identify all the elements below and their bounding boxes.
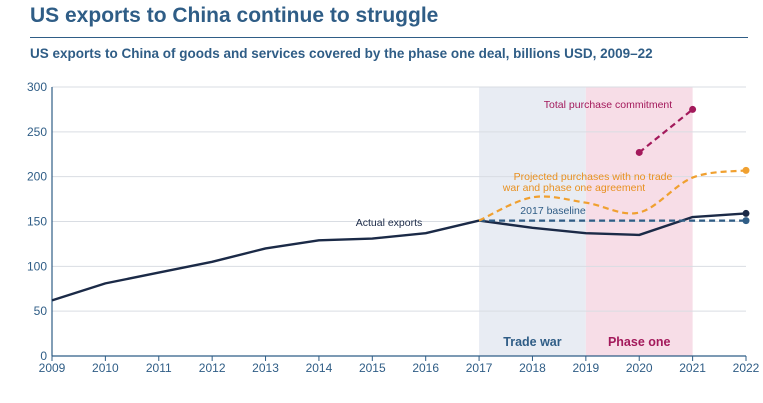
x-tick-label: 2015: [359, 361, 386, 375]
y-tick-label: 50: [34, 304, 48, 318]
x-tick-label: 2020: [626, 361, 653, 375]
x-tick-label: 2014: [306, 361, 333, 375]
series-labels: Actual exports 2017 baseline Projected pur…: [356, 99, 673, 229]
label-total-commitment: Total purchase commitment: [544, 99, 672, 111]
label-projected-line1: Projected purchases with no trade: [514, 171, 673, 183]
x-tick-label: 2012: [199, 361, 226, 375]
y-tick-label: 100: [27, 259, 47, 273]
series-lines: [51, 105, 750, 302]
axes: 0 50 100 150 200 250 300 2009 2010 2011 2012 2013 20…: [27, 80, 760, 375]
series-line-2: [478, 169, 747, 222]
x-tick-label: 2018: [519, 361, 546, 375]
series-end-point: [689, 105, 697, 113]
x-tick-label: 2017: [466, 361, 493, 375]
y-tick-label: 200: [27, 170, 47, 184]
x-tick-label: 2021: [679, 361, 706, 375]
band-label: Phase one: [608, 335, 671, 349]
label-projected-line2: war and phase one agreement: [502, 182, 646, 194]
y-tick-label: 150: [27, 215, 47, 229]
title-rule: [30, 37, 748, 38]
x-tick-label: 2016: [412, 361, 439, 375]
chart-subtitle: US exports to China of goods and service…: [30, 46, 653, 61]
x-tick-label: 2010: [92, 361, 119, 375]
x-tick-label: 2019: [572, 361, 599, 375]
series-end-point: [742, 209, 750, 217]
series-line-3: [638, 108, 694, 154]
series-start-point: [635, 148, 643, 156]
series-end-point: [742, 217, 750, 225]
series-line-0: [51, 212, 747, 302]
x-tick-label: 2013: [252, 361, 279, 375]
label-baseline: 2017 baseline: [520, 205, 586, 217]
chart-title: US exports to China continue to struggle: [30, 4, 439, 27]
y-tick-label: 0: [40, 349, 47, 363]
series-end-point: [742, 166, 750, 174]
label-actual-exports: Actual exports: [356, 217, 423, 229]
band-label: Trade war: [503, 335, 561, 349]
x-tick-label: 2009: [39, 361, 66, 375]
y-tick-label: 300: [27, 80, 47, 94]
x-tick-label: 2022: [733, 361, 760, 375]
y-tick-label: 250: [27, 125, 47, 139]
gridlines: [52, 86, 746, 312]
x-tick-label: 2011: [146, 361, 172, 375]
